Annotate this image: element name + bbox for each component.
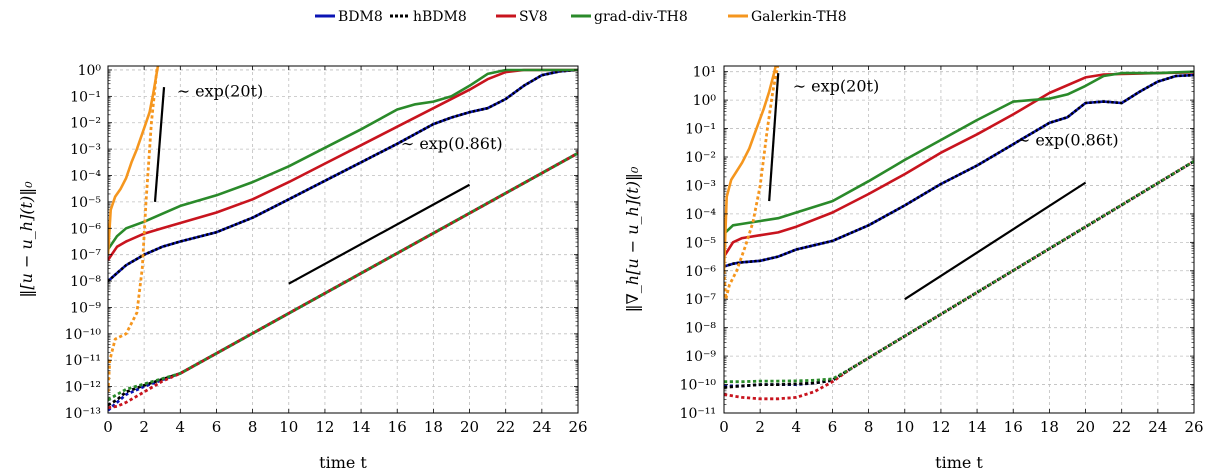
x-tick-label: 18: [424, 418, 443, 436]
x-axis-label: time t: [319, 453, 367, 472]
y-tick-label: 10⁻⁸: [70, 274, 101, 290]
y-tick-label: 10⁻⁵: [685, 235, 716, 251]
x-tick-label: 16: [388, 418, 407, 436]
minor-ticks: [724, 72, 1194, 405]
series-hbdm8-dotted: [724, 160, 1194, 389]
series-bdm8: [724, 73, 1194, 268]
y-tick-label: 10⁻³: [70, 142, 101, 158]
reference-line-1: [153, 87, 166, 202]
legend-label-grad-div-th8: grad-div-TH8: [594, 9, 688, 25]
x-tick-label: 8: [248, 418, 258, 436]
series-grad-div-th8: [724, 70, 1194, 235]
series-group: [108, 66, 578, 412]
x-tick-label: 4: [176, 418, 186, 436]
x-tick-label: 6: [212, 418, 222, 436]
y-tick-label: 10⁻¹¹: [65, 353, 101, 369]
y-tick-label: 10⁻¹: [685, 122, 716, 138]
y-tick-label: 10⁻⁵: [70, 195, 101, 211]
series-sv8-dotted: [108, 151, 578, 410]
reference-line-2: [288, 183, 471, 285]
y-tick-label: 10⁻¹¹: [680, 406, 716, 422]
y-tick-label: 10⁻⁹: [70, 300, 101, 316]
series-grad-div-th8-dotted: [724, 160, 1194, 384]
grid: [108, 66, 578, 414]
x-tick-label: 22: [496, 418, 515, 436]
y-tick-label: 10⁰: [78, 63, 102, 79]
x-tick-label: 24: [532, 418, 551, 436]
y-tick-label: 10⁻¹⁰: [65, 327, 102, 343]
y-tick-label: 10⁻¹²: [65, 380, 101, 396]
y-tick-label: 10⁻²: [70, 116, 101, 132]
x-tick-label: 26: [1184, 418, 1203, 436]
y-tick-label: 10¹: [693, 65, 716, 81]
x-tick-label: 6: [828, 418, 838, 436]
x-tick-label: 2: [139, 418, 149, 436]
x-tick-label: 16: [1004, 418, 1023, 436]
x-tick-label: 14: [352, 418, 371, 436]
y-tick-label: 10⁻¹⁰: [680, 378, 717, 394]
y-axis-label: ‖∇_h[u − u_h](t)‖₀: [623, 166, 642, 312]
x-tick-label: 0: [103, 418, 113, 436]
y-tick-label: 10⁻⁸: [685, 321, 716, 337]
legend-label-hbdm8: hBDM8: [413, 9, 467, 25]
x-tick-label: 24: [1148, 418, 1167, 436]
y-tick-label: 10⁻⁹: [685, 349, 716, 365]
x-tick-label: 12: [315, 418, 334, 436]
reference-label-2: ∼ exp(0.86t): [401, 134, 503, 153]
reference-line-1: [768, 73, 780, 202]
x-tick-label: 2: [755, 418, 765, 436]
x-tick-label: 18: [1040, 418, 1059, 436]
x-tick-label: 22: [1112, 418, 1131, 436]
x-axis-label: time t: [935, 453, 983, 472]
x-tick-label: 10: [279, 418, 298, 436]
reference-label-1: ∼ exp(20t): [177, 81, 264, 100]
y-tick-label: 10⁻³: [685, 178, 716, 194]
legend-label-bdm8: BDM8: [338, 9, 383, 25]
y-tick-label: 10⁰: [693, 93, 717, 109]
series-hbdm8-dotted: [108, 151, 578, 407]
y-tick-label: 10⁻⁷: [70, 248, 101, 264]
x-tick-label: 0: [719, 418, 729, 436]
series-sv8-dotted: [724, 160, 1194, 401]
y-tick-label: 10⁻⁷: [685, 292, 716, 308]
x-tick-label: 4: [792, 418, 802, 436]
y-axis-label: ‖[u − u_h](t)‖₀: [17, 181, 36, 298]
y-tick-label: 10⁻¹: [70, 89, 101, 105]
x-tick-label: 14: [968, 418, 987, 436]
chart-gradient-error: ∼ exp(20t)∼ exp(0.86t)0 2 4 6 8 10 12 14 16 18 20 2…: [623, 65, 1204, 472]
series-hbdm8: [108, 68, 578, 283]
y-tick-label: 10⁻²: [685, 150, 716, 166]
series-group: [724, 66, 1194, 401]
y-tick-label: 10⁻⁶: [70, 221, 101, 237]
grid: [724, 66, 1194, 414]
reference-line-2: [904, 181, 1087, 301]
y-tick-label: 10⁻⁶: [685, 264, 716, 280]
x-tick-label: 12: [931, 418, 950, 436]
x-tick-label: 8: [864, 418, 874, 436]
reference-label-1: ∼ exp(20t): [793, 77, 880, 96]
plot-frame: [723, 65, 1195, 414]
y-tick-label: 10⁻¹³: [65, 406, 101, 422]
legend-label-sv8: SV8: [519, 9, 548, 25]
y-tick-label: 10⁻⁴: [70, 169, 101, 185]
series-galerkin-th8: [724, 66, 778, 271]
x-tick-label: 20: [1076, 418, 1095, 436]
x-tick-label: 20: [460, 418, 479, 436]
x-tick-label: 10: [895, 418, 914, 436]
series-galerkin-th8-dotted: [108, 66, 160, 392]
legend: BDM8 hBDM8 SV8 grad-div-TH8 Galerkin-TH8: [315, 9, 847, 25]
series-galerkin-th8-dotted: [724, 66, 780, 301]
legend-label-galerkin-th8: Galerkin-TH8: [751, 9, 847, 25]
minor-ticks: [108, 70, 578, 406]
plot-frame: [107, 65, 579, 414]
chart-velocity-error: ∼ exp(20t)∼ exp(0.86t)0 2 4 6 8 10 12 14 16 18 20 2…: [17, 63, 588, 472]
x-tick-label: 26: [568, 418, 587, 436]
series-grad-div-th8-dotted: [108, 151, 578, 402]
y-tick-label: 10⁻⁴: [685, 207, 716, 223]
series-bdm8-dotted: [724, 160, 1194, 388]
series-hbdm8: [724, 73, 1194, 268]
series-grad-div-th8: [108, 68, 578, 251]
reference-label-2: ∼ exp(0.86t): [1017, 131, 1119, 150]
